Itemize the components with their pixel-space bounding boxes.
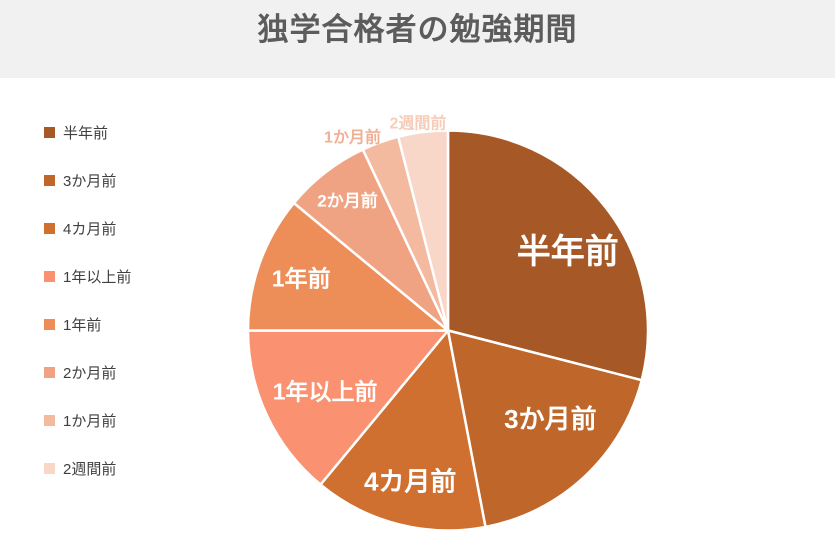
legend-item-label: 3か月前	[63, 172, 117, 190]
legend-swatch-icon	[44, 462, 55, 474]
legend-item-0: 半年前	[44, 123, 131, 142]
legend-item-5: 2か月前	[44, 363, 131, 382]
slice-label-0: 半年前	[517, 233, 619, 271]
legend-swatch-icon	[44, 222, 55, 234]
legend-item-label: 1か月前	[63, 412, 117, 430]
slice-label-1: 3か月前	[504, 404, 596, 434]
legend-swatch-icon	[44, 270, 55, 282]
legend-item-4: 1年前	[44, 315, 131, 334]
slice-label-7: 2週間前	[389, 114, 446, 133]
slice-label-3: 1年以上前	[273, 378, 378, 404]
slice-label-4: 1年前	[272, 266, 331, 292]
slice-label-2: 4カ月前	[364, 467, 456, 497]
legend-swatch-icon	[44, 414, 55, 426]
chart-title: 独学合格者の勉強期間	[257, 12, 578, 47]
chart-legend: 半年前 3か月前 4カ月前 1年以上前 1年前 2か月前 1か月前 2週間前	[44, 123, 131, 507]
legend-swatch-icon	[44, 174, 55, 186]
slice-label-5: 2か月前	[317, 190, 377, 210]
pie-slice-7	[397, 129, 450, 332]
legend-swatch-icon	[44, 318, 55, 330]
pie-slice-0	[446, 129, 650, 382]
legend-item-label: 4カ月前	[63, 220, 117, 238]
pie-slice-1	[446, 329, 643, 529]
legend-item-label: 2か月前	[63, 364, 117, 382]
pie-slice-2	[319, 329, 487, 532]
legend-item-label: 2週間前	[63, 460, 117, 478]
legend-swatch-icon	[44, 126, 55, 138]
legend-item-7: 2週間前	[44, 459, 131, 478]
legend-swatch-icon	[44, 366, 55, 378]
legend-item-6: 1か月前	[44, 411, 131, 430]
title-bar: 独学合格者の勉強期間	[0, 0, 835, 78]
legend-item-label: 1年以上前	[63, 268, 132, 286]
legend-item-2: 4カ月前	[44, 219, 131, 238]
legend-item-label: 1年前	[63, 316, 102, 334]
legend-item-label: 半年前	[63, 124, 109, 142]
pie-slice-4	[246, 201, 450, 332]
legend-item-3: 1年以上前	[44, 267, 132, 286]
legend-item-1: 3か月前	[44, 171, 131, 190]
slice-label-6: 1か月前	[324, 128, 381, 147]
pie-slice-3	[246, 329, 450, 486]
